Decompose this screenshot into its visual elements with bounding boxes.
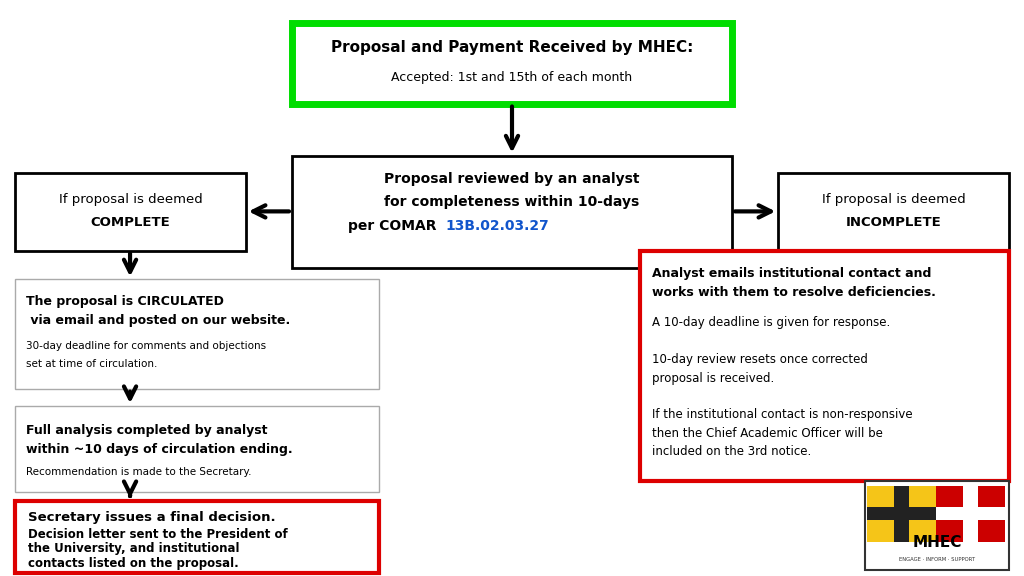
Text: the University, and institutional: the University, and institutional xyxy=(28,543,240,555)
Text: Accepted: 1st and 15th of each month: Accepted: 1st and 15th of each month xyxy=(391,71,633,84)
Text: Analyst emails institutional contact and: Analyst emails institutional contact and xyxy=(652,267,932,280)
FancyBboxPatch shape xyxy=(15,173,246,251)
Text: If the institutional contact is non-responsive: If the institutional contact is non-resp… xyxy=(652,408,913,421)
Text: 30-day deadline for comments and objections: 30-day deadline for comments and objecti… xyxy=(26,340,265,351)
Text: per COMAR: per COMAR xyxy=(348,219,441,233)
Text: included on the 3rd notice.: included on the 3rd notice. xyxy=(652,445,812,458)
Bar xyxy=(963,486,978,541)
Text: Secretary issues a final decision.: Secretary issues a final decision. xyxy=(28,511,275,524)
Text: The proposal is CIRCULATED: The proposal is CIRCULATED xyxy=(26,295,223,308)
Text: for completeness within 10-days: for completeness within 10-days xyxy=(384,195,640,209)
Bar xyxy=(867,507,936,520)
FancyBboxPatch shape xyxy=(15,406,379,492)
Text: via email and posted on our website.: via email and posted on our website. xyxy=(26,314,290,327)
Text: MHEC: MHEC xyxy=(912,535,962,550)
Text: 10-day review resets once corrected: 10-day review resets once corrected xyxy=(652,354,868,366)
Text: Proposal reviewed by an analyst: Proposal reviewed by an analyst xyxy=(384,172,640,185)
FancyBboxPatch shape xyxy=(15,501,379,573)
Text: COMPLETE: COMPLETE xyxy=(91,217,170,229)
Text: Recommendation is made to the Secretary.: Recommendation is made to the Secretary. xyxy=(26,467,251,478)
Text: set at time of circulation.: set at time of circulation. xyxy=(26,359,157,369)
Text: contacts listed on the proposal.: contacts listed on the proposal. xyxy=(28,557,239,570)
FancyBboxPatch shape xyxy=(640,251,1009,481)
Text: INCOMPLETE: INCOMPLETE xyxy=(846,217,941,229)
Text: Decision letter sent to the President of: Decision letter sent to the President of xyxy=(28,528,288,541)
Text: within ~10 days of circulation ending.: within ~10 days of circulation ending. xyxy=(26,444,292,456)
Bar xyxy=(867,486,936,541)
Text: ENGAGE · INFORM · SUPPORT: ENGAGE · INFORM · SUPPORT xyxy=(899,558,975,562)
FancyBboxPatch shape xyxy=(292,156,732,268)
Text: proposal is received.: proposal is received. xyxy=(652,372,774,385)
FancyBboxPatch shape xyxy=(15,279,379,389)
Text: works with them to resolve deficiencies.: works with them to resolve deficiencies. xyxy=(652,286,936,299)
Text: If proposal is deemed: If proposal is deemed xyxy=(821,194,966,206)
Text: then the Chief Academic Officer will be: then the Chief Academic Officer will be xyxy=(652,427,883,439)
FancyBboxPatch shape xyxy=(865,481,1009,570)
FancyBboxPatch shape xyxy=(292,23,732,104)
Bar xyxy=(894,486,909,541)
Text: 13B.02.03.27: 13B.02.03.27 xyxy=(445,219,549,233)
Text: Proposal and Payment Received by MHEC:: Proposal and Payment Received by MHEC: xyxy=(331,40,693,55)
FancyBboxPatch shape xyxy=(778,173,1009,251)
Text: If proposal is deemed: If proposal is deemed xyxy=(58,194,203,206)
Text: A 10-day deadline is given for response.: A 10-day deadline is given for response. xyxy=(652,316,891,329)
Bar xyxy=(936,507,1005,520)
Text: Full analysis completed by analyst: Full analysis completed by analyst xyxy=(26,424,267,437)
Bar xyxy=(936,486,1005,541)
